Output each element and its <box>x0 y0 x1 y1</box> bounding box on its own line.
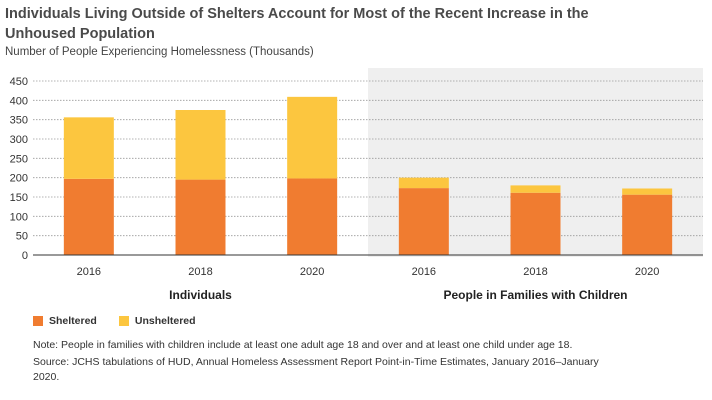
legend: Sheltered Unsheltered <box>33 315 218 327</box>
legend-swatch-sheltered <box>33 316 43 326</box>
bar-unsheltered-0-2018 <box>175 110 226 180</box>
bar-sheltered-0-2018 <box>175 179 226 255</box>
y-tick-label: 50 <box>16 231 28 243</box>
group-label-0: Individuals <box>169 288 232 302</box>
x-tick-label: 2018 <box>188 266 212 278</box>
y-tick-label: 100 <box>10 211 28 223</box>
y-tick-label: 150 <box>10 192 28 204</box>
legend-item-sheltered: Sheltered <box>33 315 97 327</box>
y-tick-label: 200 <box>10 173 28 185</box>
y-tick-label: 0 <box>22 250 28 262</box>
bar-sheltered-1-2018 <box>510 192 561 255</box>
chart-source: Source: JCHS tabulations of HUD, Annual … <box>33 356 599 383</box>
x-tick-label: 2020 <box>300 266 324 278</box>
bar-sheltered-1-2016 <box>398 188 449 255</box>
y-tick-label: 400 <box>10 95 28 107</box>
x-tick-label: 2016 <box>77 266 101 278</box>
bar-unsheltered-1-2020 <box>622 188 673 195</box>
y-tick-label: 250 <box>10 153 28 165</box>
x-tick-label: 2018 <box>523 266 547 278</box>
y-tick-label: 450 <box>10 76 28 88</box>
stacked-bar-chart: 0 50 100 150 200 250 300 350 400 450 2016 2018 2020 I… <box>10 68 703 302</box>
bar-sheltered-0-2020 <box>287 178 338 255</box>
bar-unsheltered-0-2020 <box>287 96 338 179</box>
bar-unsheltered-1-2018 <box>510 185 561 193</box>
group-label-1: People in Families with Children <box>443 288 627 302</box>
chart-note: Note: People in families with children i… <box>33 339 573 351</box>
bar-sheltered-0-2016 <box>63 178 114 255</box>
x-tick-label: 2016 <box>412 266 436 278</box>
legend-label-unsheltered: Unsheltered <box>134 315 196 327</box>
bar-unsheltered-1-2016 <box>398 177 449 189</box>
chart-title: Individuals Living Outside of Shelters A… <box>5 6 589 42</box>
y-axis-label: Number of People Experiencing Homelessne… <box>5 46 314 58</box>
y-tick-label: 300 <box>10 134 28 146</box>
bar-sheltered-1-2020 <box>622 194 673 255</box>
x-tick-label: 2020 <box>635 266 659 278</box>
y-tick-label: 350 <box>10 115 28 127</box>
bar-unsheltered-0-2016 <box>63 117 114 179</box>
legend-label-sheltered: Sheltered <box>49 315 97 327</box>
legend-swatch-unsheltered <box>118 316 129 326</box>
legend-item-unsheltered: Unsheltered <box>118 315 196 327</box>
